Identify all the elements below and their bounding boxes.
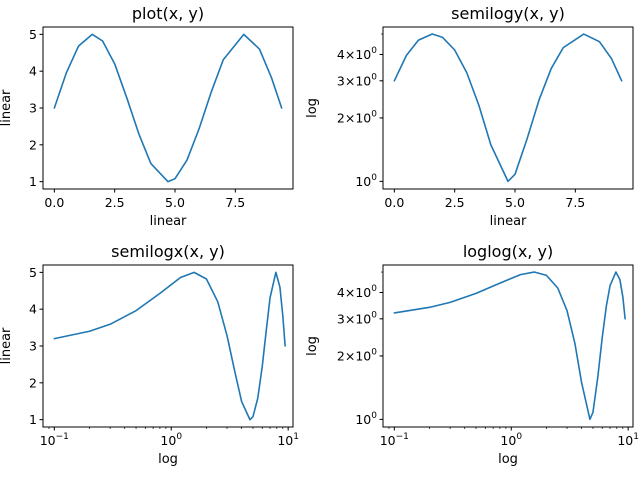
subplot-1: 0.0 2.5 5.0 7.5 1 2 3 4 5 plot(x, y) linear linear: [0, 4, 294, 229]
axes-frame: [382, 264, 634, 428]
axes-frame: [42, 26, 294, 190]
x-tick-label-exponent: 0: [516, 432, 522, 442]
x-tick-label: 101: [617, 432, 639, 448]
x-tick-label: 2.5: [445, 195, 465, 210]
x-axis-label: linear: [150, 214, 187, 229]
x-tick-label: 5.0: [165, 195, 185, 210]
x-axis-label: log: [158, 452, 178, 467]
x-tick-label-base: 10: [380, 433, 396, 448]
x-tick-label: 0.0: [44, 195, 64, 210]
y-tick-label: 100: [355, 411, 377, 427]
y-tick-label-base: 4×10: [337, 47, 371, 62]
y-tick-label-exponent: 0: [371, 347, 377, 357]
data-line-3: [53, 271, 286, 421]
x-tick-label: 100: [500, 432, 522, 448]
y-tick-label: 3: [29, 339, 37, 354]
y-tick-label: 2: [29, 375, 37, 390]
y-tick-label-exponent: 0: [371, 173, 377, 183]
x-tick-label-exponent: −1: [396, 432, 409, 442]
y-tick-label-exponent: 0: [371, 310, 377, 320]
x-axis-label: linear: [490, 214, 527, 229]
y-tick-label-exponent: 0: [371, 72, 377, 82]
y-tick-label: 3: [29, 101, 37, 116]
y-axis-label: log: [305, 98, 320, 118]
y-axis-label: linear: [0, 89, 14, 126]
y-tick-label: 3×100: [337, 310, 377, 326]
x-axis-label: log: [498, 452, 518, 467]
x-tick-label: 2.5: [105, 195, 125, 210]
y-tick-label: 3×100: [337, 72, 377, 88]
y-tick-label: 4×100: [337, 284, 377, 300]
y-tick-label-exponent: 0: [371, 109, 377, 119]
y-tick-label-base: 2×10: [337, 348, 371, 363]
y-tick-label-base: 3×10: [337, 311, 371, 326]
x-tick-label-exponent: −1: [56, 432, 69, 442]
x-tick-label: 0.0: [384, 195, 404, 210]
x-tick-label: 5.0: [505, 195, 525, 210]
y-tick-label: 100: [355, 173, 377, 189]
y-axis-label: log: [305, 336, 320, 356]
x-tick-label: 100: [160, 432, 182, 448]
x-tick-label: 10−1: [380, 432, 409, 448]
x-tick-label-base: 10: [277, 433, 293, 448]
y-tick-label: 2×100: [337, 109, 377, 125]
x-tick-label-exponent: 1: [293, 432, 299, 442]
subplot-title: plot(x, y): [132, 4, 204, 23]
subplot-title: semilogy(x, y): [451, 4, 565, 23]
x-tick-label-exponent: 0: [176, 432, 182, 442]
y-tick-label: 2×100: [337, 347, 377, 363]
axes-frame: [382, 26, 634, 190]
x-tick-label: 7.5: [225, 195, 245, 210]
y-tick-label-base: 3×10: [337, 73, 371, 88]
x-tick-label-base: 10: [160, 433, 176, 448]
y-tick-label-exponent: 0: [371, 411, 377, 421]
y-tick-label: 5: [29, 265, 37, 280]
y-tick-label: 1: [29, 412, 37, 427]
y-tick-label: 1: [29, 174, 37, 189]
x-tick-label-base: 10: [40, 433, 56, 448]
y-axis-label: linear: [0, 327, 14, 364]
x-tick-label: 7.5: [565, 195, 585, 210]
y-tick-label-base: 10: [355, 174, 371, 189]
y-tick-label: 4×100: [337, 46, 377, 62]
subplot-2: 0.0 2.5 5.0 7.51002×1003×1004×100semilogy(x…: [305, 4, 634, 229]
subplot-title: loglog(x, y): [463, 242, 553, 261]
y-tick-label-base: 2×10: [337, 110, 371, 125]
subplot-title: semilogx(x, y): [111, 242, 225, 261]
x-tick-label-exponent: 1: [633, 432, 639, 442]
y-tick-label-base: 4×10: [337, 285, 371, 300]
data-line-4: [393, 271, 626, 421]
x-tick-label-base: 10: [500, 433, 516, 448]
data-line-1: [53, 33, 283, 183]
y-tick-label: 5: [29, 27, 37, 42]
axes-frame: [42, 264, 294, 428]
y-tick-label: 4: [29, 64, 37, 79]
x-tick-label: 10−1: [40, 432, 69, 448]
x-tick-label: 101: [277, 432, 299, 448]
y-tick-label: 4: [29, 302, 37, 317]
data-line-2: [393, 33, 623, 183]
y-tick-label-base: 10: [355, 412, 371, 427]
x-tick-label-base: 10: [617, 433, 633, 448]
y-tick-label-exponent: 0: [371, 46, 377, 56]
y-tick-label: 2: [29, 137, 37, 152]
y-tick-label-exponent: 0: [371, 284, 377, 294]
